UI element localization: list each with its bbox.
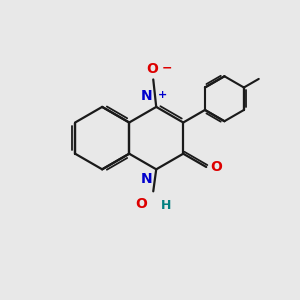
Text: O: O: [146, 62, 158, 76]
Text: O: O: [135, 197, 147, 211]
Text: N: N: [141, 89, 152, 103]
Text: N: N: [141, 172, 152, 186]
Text: H: H: [161, 200, 171, 212]
Text: +: +: [158, 90, 168, 100]
Text: −: −: [162, 62, 172, 75]
Text: O: O: [210, 160, 222, 174]
